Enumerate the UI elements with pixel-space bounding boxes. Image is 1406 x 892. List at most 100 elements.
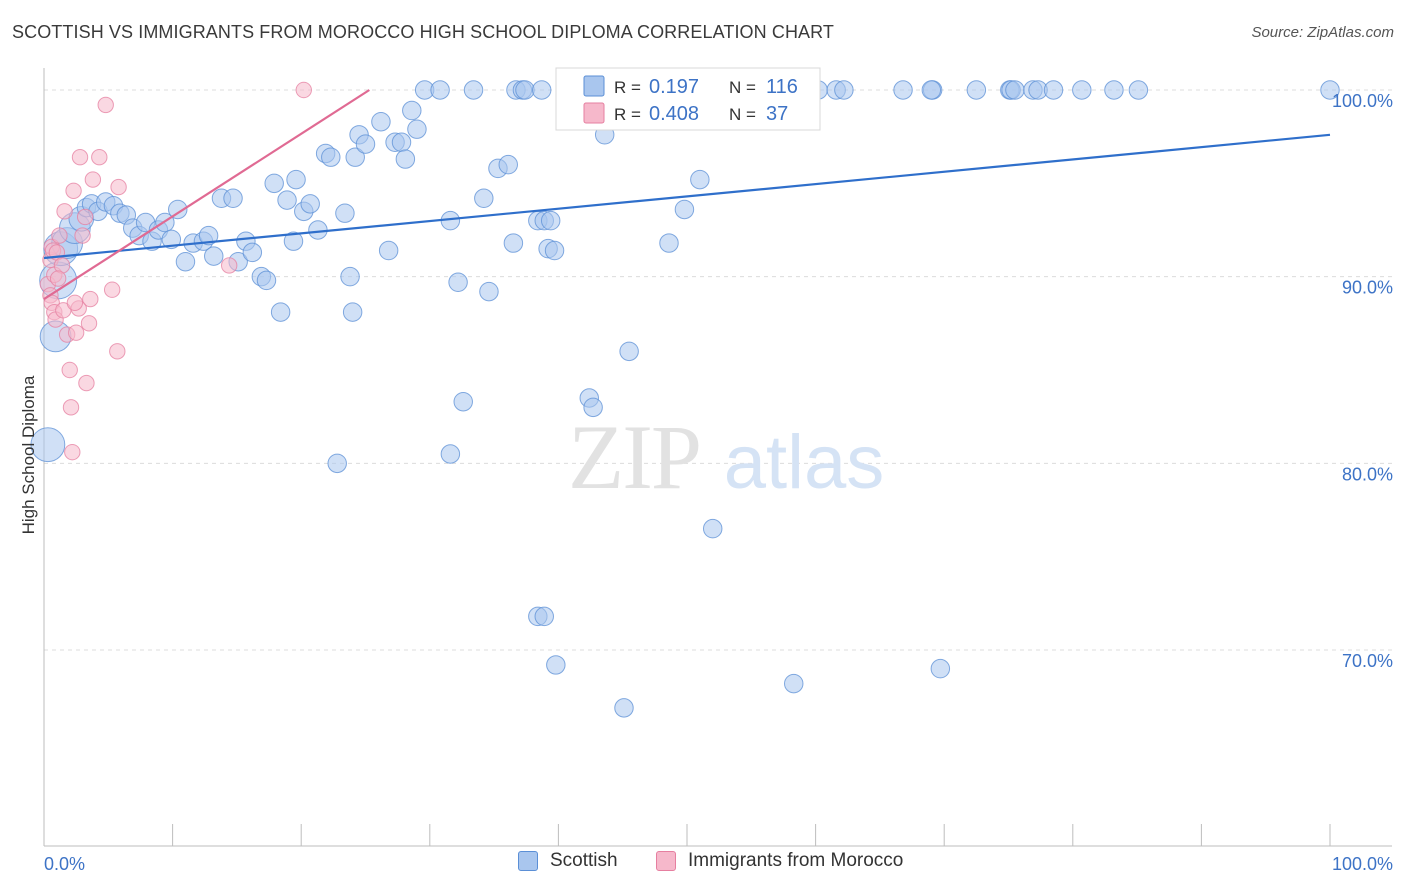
scottish-point-104: [893, 80, 913, 100]
morocco-point-19: [67, 324, 85, 341]
legend-swatch-morocco: [656, 851, 676, 871]
scottish-point-89: [619, 341, 639, 362]
morocco-point-30: [103, 281, 121, 298]
scottish-points: [30, 80, 1340, 718]
scottish-point-50: [355, 134, 376, 154]
scottish-point-69: [503, 233, 524, 253]
x-tick-label-0: 0.0%: [44, 854, 85, 874]
morocco-points: [39, 81, 312, 461]
scottish-point-33: [256, 270, 277, 291]
morocco-point-17: [64, 443, 81, 461]
legend-n-label-0: N =: [729, 78, 756, 97]
legend-r-label-0: R =: [614, 78, 641, 97]
scottish-point-65: [474, 188, 494, 208]
morocco-point-13: [56, 203, 73, 220]
scottish-point-80: [546, 655, 566, 675]
scottish-point-107: [921, 80, 942, 100]
scottish-point-114: [1043, 80, 1064, 100]
scottish-point-115: [1072, 80, 1092, 100]
watermark-zip: ZIP: [568, 406, 700, 508]
morocco-point-29: [97, 96, 114, 114]
morocco-point-36: [49, 270, 67, 287]
scottish-point-35: [270, 302, 291, 322]
scottish-point-20: [161, 229, 182, 250]
scottish-point-54: [391, 132, 412, 152]
scottish-point-45: [335, 203, 355, 223]
scottish-point-66: [479, 281, 499, 302]
scottish-point-103: [834, 80, 854, 100]
scottish-point-25: [198, 225, 219, 246]
watermark-atlas: atlas: [724, 420, 885, 505]
morocco-point-25: [80, 315, 98, 332]
scottish-point-100: [784, 673, 804, 694]
scottish-point-31: [242, 242, 263, 263]
scottish-trend-line: [43, 133, 1331, 260]
scottish-point-108: [966, 80, 987, 100]
morocco-point-24: [78, 374, 95, 392]
morocco-point-26: [82, 290, 99, 308]
scottish-point-48: [345, 147, 365, 167]
legend-label-scottish: Scottish: [550, 850, 618, 871]
legend-item-scottish: Scottish: [518, 850, 618, 872]
scottish-point-116: [1104, 80, 1124, 100]
scottish-point-57: [407, 119, 427, 139]
scottish-point-74: [534, 606, 554, 627]
scottish-point-43: [321, 147, 341, 167]
scottish-point-44: [327, 453, 347, 474]
scottish-point-81: [544, 240, 565, 261]
scottish-point-21: [168, 199, 188, 220]
x-tick-label-100: 100.0%: [1332, 854, 1393, 874]
scottish-point-38: [286, 169, 306, 190]
morocco-point-33: [220, 257, 238, 274]
scottish-point-41: [308, 220, 328, 240]
scottish-point-46: [340, 266, 360, 287]
scottish-point-68: [498, 154, 518, 175]
scottish-point-0: [30, 427, 66, 463]
legend-r-value-1: 0.408: [649, 103, 699, 125]
legend-r-value-0: 0.197: [649, 76, 699, 98]
morocco-point-21: [71, 149, 89, 166]
y-tick-label-100: 100.0%: [1332, 91, 1393, 111]
scottish-point-52: [378, 240, 399, 261]
scottish-point-59: [430, 80, 450, 100]
legend-n-value-1: 37: [766, 103, 788, 125]
scottish-point-118: [1320, 80, 1340, 100]
scottish-point-92: [659, 233, 679, 253]
scottish-point-79: [540, 210, 561, 231]
legend-item-morocco: Immigrants from Morocco: [656, 850, 903, 872]
morocco-point-35: [66, 294, 84, 311]
scottish-point-85: [583, 397, 603, 418]
morocco-point-28: [91, 149, 108, 166]
scottish-point-95: [702, 518, 723, 539]
morocco-point-23: [76, 208, 94, 226]
scottish-point-64: [463, 80, 484, 100]
morocco-trend-line: [43, 89, 370, 300]
watermark: ZIP atlas: [568, 406, 884, 508]
scottish-point-111: [1005, 80, 1025, 100]
scottish-point-51: [371, 112, 391, 132]
y-axis-label: High School Diploma: [19, 375, 38, 534]
scottish-point-36: [277, 190, 297, 210]
morocco-point-32: [110, 178, 127, 196]
scottish-point-77: [531, 80, 552, 100]
scottish-point-37: [283, 231, 304, 251]
legend-swatch-scottish: [518, 851, 538, 871]
legend-box: R = 0.197 N = 116 R = 0.408 N = 37: [555, 67, 821, 131]
legend-n-value-0: 116: [766, 76, 798, 98]
y-tick-label-90: 90.0%: [1342, 278, 1393, 298]
axes: [43, 68, 1392, 847]
morocco-point-15: [61, 361, 78, 379]
scottish-point-72: [515, 80, 535, 100]
scottish-point-63: [440, 444, 461, 464]
morocco-point-22: [74, 227, 91, 244]
scottish-point-26: [204, 246, 224, 266]
source-label: Source: ZipAtlas.com: [1251, 24, 1394, 41]
scottish-point-117: [1128, 80, 1149, 100]
legend-r-label-1: R =: [614, 105, 641, 124]
scottish-point-55: [395, 149, 416, 169]
scottish-point-28: [223, 188, 243, 208]
morocco-point-18: [65, 182, 82, 199]
scottish-point-106: [930, 658, 951, 679]
legend-n-label-1: N =: [729, 105, 756, 124]
